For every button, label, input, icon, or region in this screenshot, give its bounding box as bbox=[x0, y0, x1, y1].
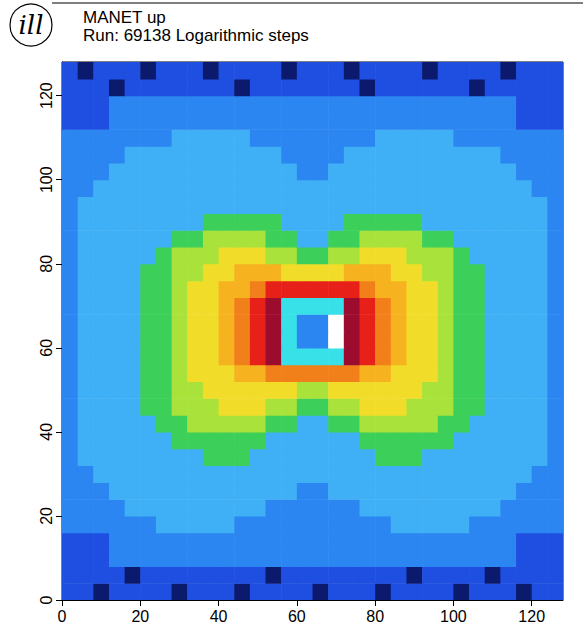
svg-text:120: 120 bbox=[38, 82, 55, 109]
svg-text:120: 120 bbox=[518, 608, 545, 625]
svg-text:100: 100 bbox=[440, 608, 467, 625]
svg-text:ill: ill bbox=[19, 10, 44, 40]
svg-text:80: 80 bbox=[38, 255, 55, 273]
svg-text:40: 40 bbox=[210, 608, 228, 625]
svg-text:100: 100 bbox=[38, 166, 55, 193]
svg-text:MANET up: MANET up bbox=[83, 8, 166, 27]
svg-text:60: 60 bbox=[288, 608, 306, 625]
svg-text:20: 20 bbox=[38, 507, 55, 525]
svg-text:40: 40 bbox=[38, 423, 55, 441]
svg-text:0: 0 bbox=[58, 608, 67, 625]
svg-text:60: 60 bbox=[38, 339, 55, 357]
svg-text:80: 80 bbox=[366, 608, 384, 625]
svg-text:Run: 69138 Logarithmic steps: Run: 69138 Logarithmic steps bbox=[83, 26, 309, 45]
svg-text:0: 0 bbox=[38, 595, 55, 604]
svg-text:20: 20 bbox=[131, 608, 149, 625]
